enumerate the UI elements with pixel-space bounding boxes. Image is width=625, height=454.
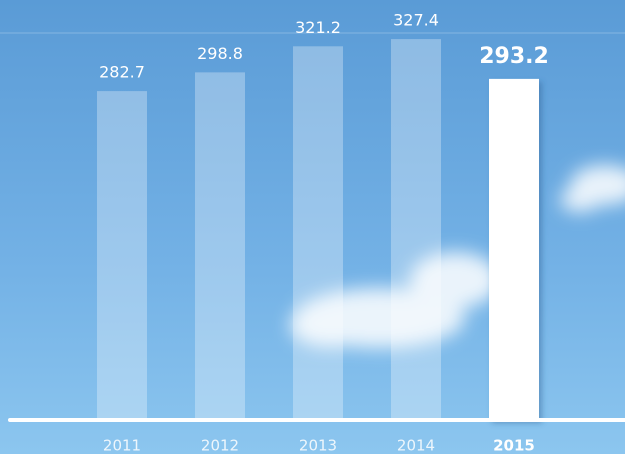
chart: 282.7 2011 298.8 2012 321.2 2013 327.4 2014 293.… <box>0 0 625 454</box>
bar <box>391 39 441 420</box>
bar <box>293 46 343 420</box>
value-label: 293.2 <box>479 44 549 69</box>
value-label: 327.4 <box>393 11 439 30</box>
x-tick-label: 2015 <box>493 437 535 454</box>
bar <box>195 72 245 420</box>
x-tick-label: 2011 <box>103 437 141 454</box>
bar <box>97 91 147 420</box>
x-tick-label: 2014 <box>397 437 435 454</box>
bar <box>489 79 539 420</box>
x-tick-label: 2013 <box>299 437 337 454</box>
value-label: 298.8 <box>197 44 243 63</box>
value-label: 282.7 <box>99 63 145 82</box>
x-tick-label: 2012 <box>201 437 239 454</box>
value-label: 321.2 <box>295 18 341 37</box>
